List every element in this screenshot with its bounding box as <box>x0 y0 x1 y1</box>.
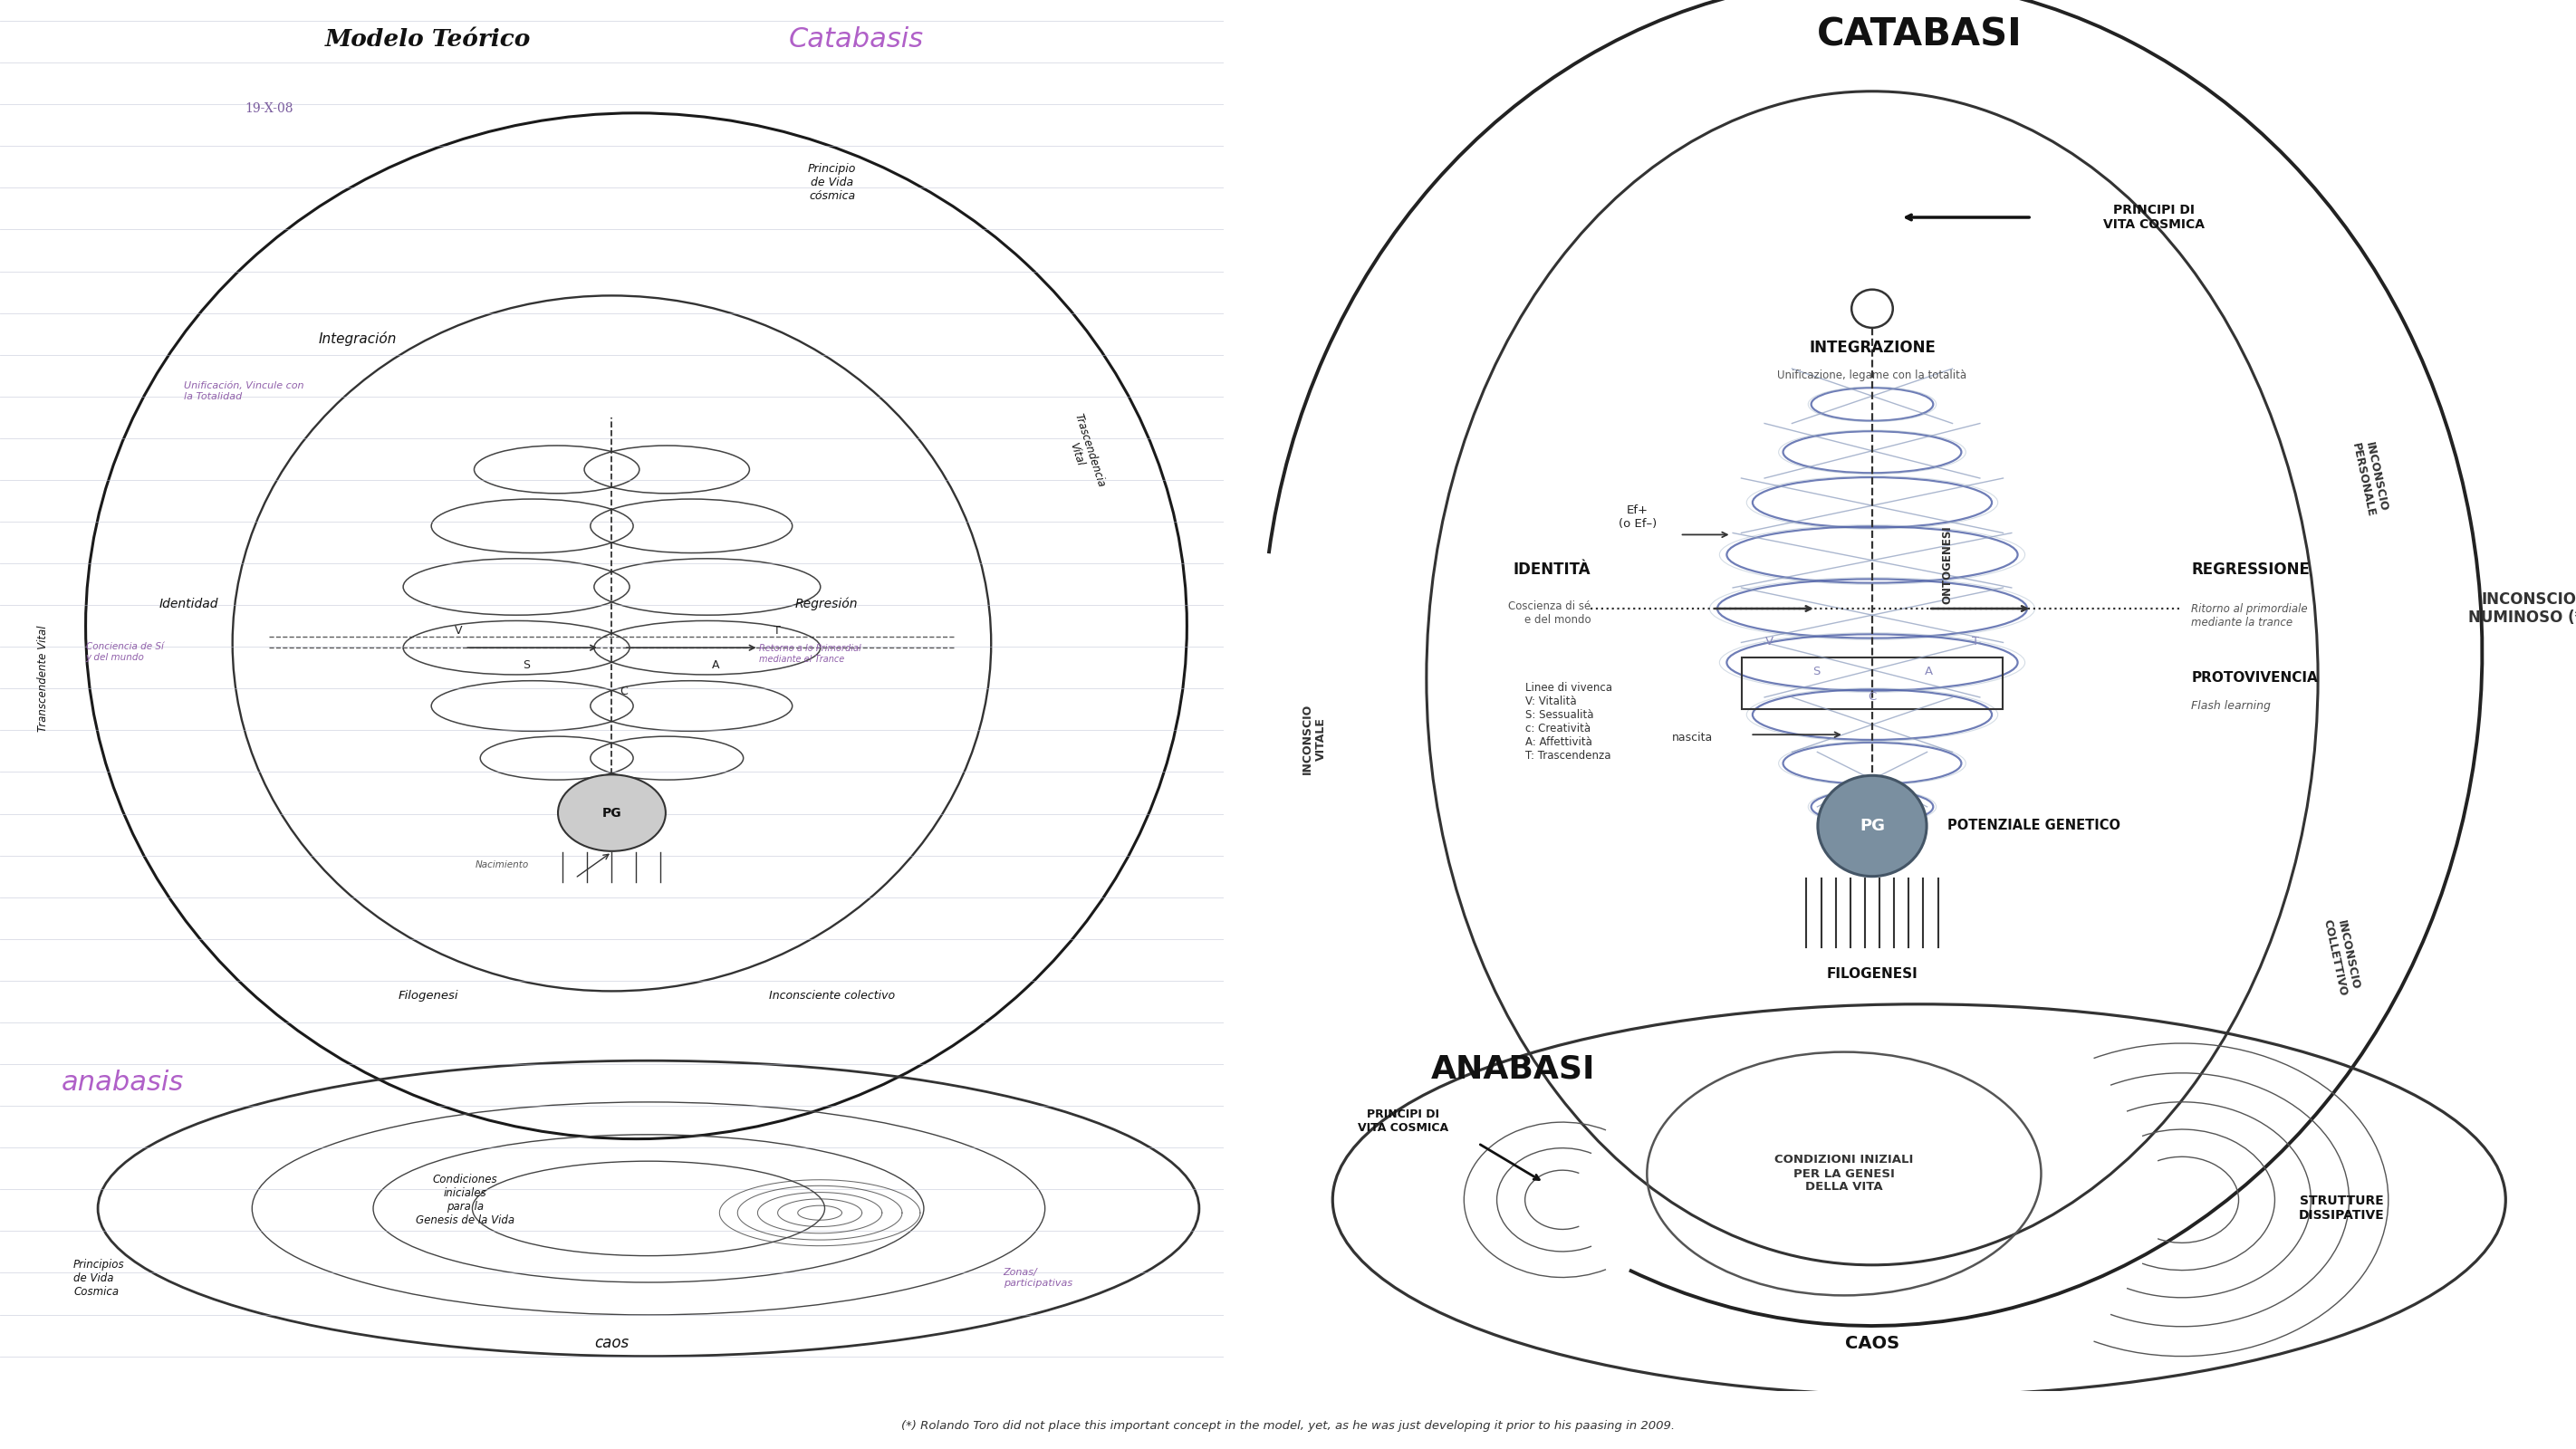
Text: Coscienza di sé
e del mondo: Coscienza di sé e del mondo <box>1507 600 1592 626</box>
Text: Zonas/
participativas: Zonas/ participativas <box>1002 1268 1072 1288</box>
Text: caos: caos <box>595 1335 629 1352</box>
Text: Flash learning: Flash learning <box>2192 700 2272 711</box>
Text: INCONSCIO
VITALE: INCONSCIO VITALE <box>1301 704 1327 774</box>
Text: PG: PG <box>603 807 621 819</box>
Text: IDENTITÀ: IDENTITÀ <box>1512 561 1592 578</box>
Text: (*) Rolando Toro did not place this important concept in the model, yet, as he w: (*) Rolando Toro did not place this impo… <box>902 1420 1674 1432</box>
Text: Modelo Teórico: Modelo Teórico <box>325 28 531 51</box>
Text: Trascendencia
Vital: Trascendencia Vital <box>1059 412 1108 493</box>
Text: A: A <box>1924 665 1932 677</box>
Text: V: V <box>1765 636 1772 648</box>
Text: Retorno a lo Primordial
mediante el Trance: Retorno a lo Primordial mediante el Tran… <box>757 643 860 664</box>
Text: INTEGRAZIONE: INTEGRAZIONE <box>1808 339 1935 356</box>
Text: ONTOGENESI: ONTOGENESI <box>1942 526 1953 604</box>
Text: PROTOVIVENCIA: PROTOVIVENCIA <box>2192 671 2318 685</box>
Text: nascita: nascita <box>1672 732 1713 743</box>
Text: 19-X-08: 19-X-08 <box>245 103 294 114</box>
Text: PG: PG <box>1860 817 1886 835</box>
Text: ANABASI: ANABASI <box>1432 1053 1595 1085</box>
Text: REGRESSIONE: REGRESSIONE <box>2192 561 2311 578</box>
Text: T: T <box>773 625 781 636</box>
Text: Inconsciente colectivo: Inconsciente colectivo <box>770 990 894 1001</box>
Text: INCONSCIO
NUMINOSO (*): INCONSCIO NUMINOSO (*) <box>2468 591 2576 626</box>
Text: A: A <box>711 659 719 671</box>
Text: C: C <box>621 685 629 697</box>
Text: INCONSCIO
COLLETTIVO: INCONSCIO COLLETTIVO <box>2321 916 2362 997</box>
Text: C: C <box>1868 691 1875 703</box>
Text: Unificazione, legame con la totalità: Unificazione, legame con la totalità <box>1777 369 1968 381</box>
Text: STRUTTURE
DISSIPATIVE: STRUTTURE DISSIPATIVE <box>2298 1195 2385 1222</box>
Text: T: T <box>1971 636 1978 648</box>
Text: Nacimiento: Nacimiento <box>474 861 528 869</box>
Text: Principio
de Vida
cósmica: Principio de Vida cósmica <box>809 164 855 201</box>
Text: V: V <box>456 625 464 636</box>
Text: anabasis: anabasis <box>62 1069 183 1095</box>
Text: S: S <box>523 659 531 671</box>
Text: Unificación, Vincule con
la Totalidad: Unificación, Vincule con la Totalidad <box>183 381 304 401</box>
Text: Ef+
(o Ef–): Ef+ (o Ef–) <box>1618 504 1656 530</box>
Circle shape <box>1819 775 1927 877</box>
Text: Catabasis: Catabasis <box>788 26 925 52</box>
Text: CONDIZIONI INIZIALI
PER LA GENESI
DELLA VITA: CONDIZIONI INIZIALI PER LA GENESI DELLA … <box>1775 1155 1914 1193</box>
Text: Ritorno al primordiale
mediante la trance: Ritorno al primordiale mediante la tranc… <box>2192 603 2308 629</box>
Text: Identidad: Identidad <box>160 598 219 610</box>
Text: S: S <box>1811 665 1819 677</box>
Text: FILOGENESI: FILOGENESI <box>1826 966 1917 981</box>
Text: PRINCIPI DI
VITA COSMICA: PRINCIPI DI VITA COSMICA <box>1358 1108 1448 1135</box>
Text: Conciencia de Sí
y del mundo: Conciencia de Sí y del mundo <box>85 642 162 662</box>
Text: INCONSCIO
PERSONALE: INCONSCIO PERSONALE <box>2349 439 2391 517</box>
Text: Principios
de Vida
Cosmica: Principios de Vida Cosmica <box>72 1259 124 1297</box>
Text: Regresión: Regresión <box>796 597 858 611</box>
Text: PRINCIPI DI
VITA COSMICA: PRINCIPI DI VITA COSMICA <box>2102 204 2205 230</box>
Text: Linee di vivenca
V: Vitalità
S: Sessualità
c: Creatività
A: Affettività
T: Trasc: Linee di vivenca V: Vitalità S: Sessuali… <box>1525 681 1613 762</box>
Text: Condiciones
iniciales
para la
Genesis de la Vida: Condiciones iniciales para la Genesis de… <box>415 1174 515 1226</box>
Circle shape <box>559 775 665 851</box>
Text: POTENZIALE GENETICO: POTENZIALE GENETICO <box>1947 819 2120 833</box>
Text: Filogenesi: Filogenesi <box>399 990 459 1001</box>
Text: CAOS: CAOS <box>1844 1335 1899 1352</box>
Text: CATABASI: CATABASI <box>1816 16 2022 54</box>
Text: Integración: Integración <box>319 332 397 346</box>
Text: Transcendente Vital: Transcendente Vital <box>36 625 49 732</box>
